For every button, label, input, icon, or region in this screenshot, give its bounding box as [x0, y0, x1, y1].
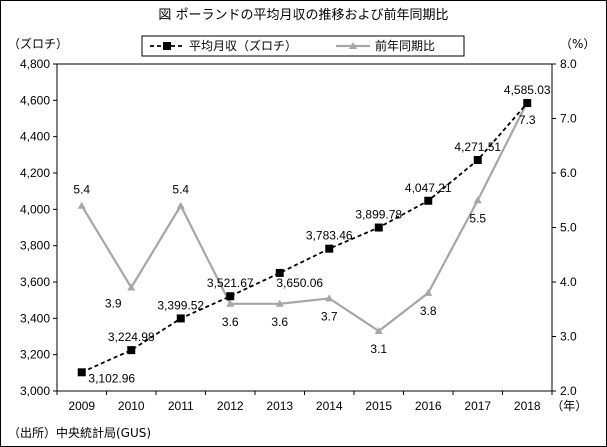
series-salary-point [176, 314, 185, 323]
x-axis-tick-label: 2018 [514, 399, 541, 413]
series-yoy-data-label: 3.6 [271, 315, 288, 329]
right-axis-tick-label: 6.0 [560, 166, 577, 180]
series-yoy-point [226, 299, 235, 307]
legend-salary-label: 平均月収（ズロチ） [189, 38, 297, 53]
series-salary-point [77, 368, 86, 377]
series-salary-point [127, 346, 136, 355]
series-salary-point [275, 268, 284, 277]
x-axis-tick-label: 2010 [118, 399, 145, 413]
series-yoy-data-label: 7.3 [519, 113, 536, 127]
series-yoy-point [127, 283, 136, 291]
right-axis-tick-label: 5.0 [560, 221, 577, 235]
left-axis-tick-label: 3,800 [20, 239, 50, 253]
series-yoy-point [275, 299, 284, 307]
x-axis-tick-label: 2011 [168, 399, 194, 413]
series-yoy-data-label: 3.6 [222, 315, 239, 329]
x-axis-tick-label: 2009 [68, 399, 95, 413]
left-axis-tick-label: 3,600 [20, 275, 50, 289]
series-salary-data-label: 3,102.96 [88, 371, 135, 385]
series-salary-data-label: 3,224.98 [108, 330, 155, 344]
series-yoy-data-label: 3.8 [420, 304, 437, 318]
series-yoy-point [176, 201, 185, 209]
chart-title: 図 ポーランドの平均月収の推移および前年同期比 [158, 8, 449, 23]
series-salary-data-label: 3,783.46 [306, 229, 353, 243]
series-salary-point [374, 223, 383, 232]
series-yoy-point [374, 327, 383, 335]
x-axis-tick-label: 2013 [266, 399, 293, 413]
series-yoy-data-label: 3.7 [321, 309, 338, 323]
right-axis-tick-label: 2.0 [560, 384, 577, 398]
left-axis-tick-label: 3,200 [20, 348, 50, 362]
series-yoy-data-label: 3.1 [370, 342, 387, 356]
left-axis-tick-label: 4,400 [20, 130, 50, 144]
x-axis-tick-label: 2016 [415, 399, 442, 413]
series-salary-point [424, 196, 433, 205]
legend-yoy-label: 前年同期比 [375, 38, 435, 53]
series-salary-data-label: 4,271.51 [454, 140, 501, 154]
series-yoy-line [80, 101, 529, 333]
series-yoy-point [473, 196, 482, 204]
series-yoy-point [77, 201, 86, 209]
series-salary-data-label: 3,650.06 [276, 276, 323, 290]
left-axis-tick-label: 4,600 [20, 93, 50, 107]
source-note: （出所）中央統計局(GUS) [8, 426, 152, 440]
series-salary-data-label: 4,585.03 [504, 83, 551, 97]
series-salary-data-label: 3,399.52 [157, 298, 204, 312]
legend-box [141, 35, 465, 57]
left-axis-tick-label: 3,400 [20, 311, 50, 325]
series-salary-data-label: 3,899.78 [355, 208, 402, 222]
legend-yoy-marker [349, 42, 357, 49]
right-axis-tick-label: 8.0 [560, 57, 577, 71]
series-yoy-data-label: 3.9 [105, 296, 122, 310]
left-axis-tick-label: 4,200 [20, 166, 50, 180]
x-axis-tick-label: 2012 [217, 399, 244, 413]
series-yoy-point [325, 294, 334, 302]
series-salary-data-label: 3,521.67 [207, 276, 254, 290]
right-axis-tick-label: 7.0 [560, 112, 577, 126]
right-axis-unit: （%） [560, 37, 596, 51]
series-salary-point [325, 244, 334, 253]
legend-salary-marker [163, 42, 171, 50]
x-axis-tick-label: 2017 [464, 399, 491, 413]
series-yoy-data-label: 5.4 [172, 183, 189, 197]
x-axis-tick-label: 2014 [316, 399, 343, 413]
series-salary-point [473, 156, 482, 165]
series-salary-point [226, 292, 235, 301]
left-axis-tick-label: 3,000 [20, 384, 50, 398]
series-salary-data-label: 4,047.21 [405, 181, 452, 195]
series-yoy-data-label: 5.4 [73, 183, 90, 197]
left-axis-unit: （ズロチ） [8, 37, 69, 51]
right-axis-tick-label: 4.0 [560, 275, 577, 289]
x-axis-tick-label: 2015 [365, 399, 392, 413]
series-yoy-point [424, 288, 433, 296]
series-yoy-data-label: 5.5 [469, 211, 486, 225]
right-axis-tick-label: 3.0 [560, 330, 577, 344]
series-salary-point [523, 99, 532, 108]
left-axis-tick-label: 4,000 [20, 202, 50, 216]
x-axis-unit: （年） [551, 399, 587, 413]
left-axis-tick-label: 4,800 [20, 57, 50, 71]
